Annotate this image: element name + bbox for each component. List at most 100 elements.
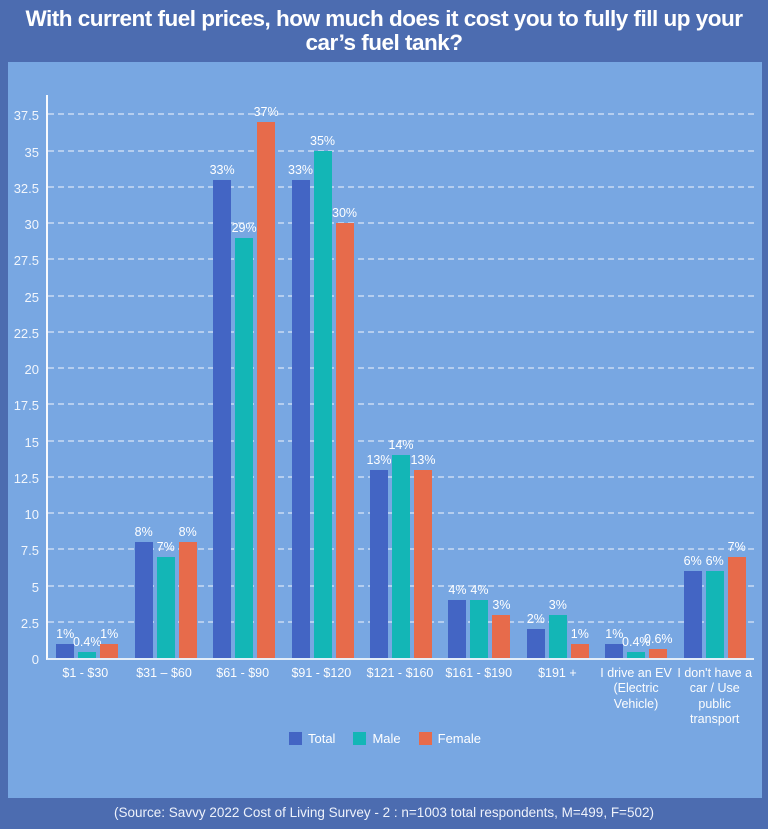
gridline [48,185,754,188]
y-tick-label: 15 [24,434,39,450]
bar-total: 13% [366,453,391,658]
legend-label: Male [372,731,401,746]
x-axis-labels: $1 - $30 $31 – $60 $61 - $90 $91 - $120 $121… [46,666,754,727]
bar-value-label: 1% [56,626,75,641]
bar-total: 6% [684,554,702,658]
bar-female: 37% [254,105,279,658]
bar-value-label: 0.4% [72,635,102,650]
y-tick-label: 22.5 [13,325,39,341]
legend: Total Male Female [8,731,762,746]
bar-male: 0.4% [622,635,651,658]
y-tick-label: 0 [31,652,39,667]
bar-value-label: 7% [727,539,746,554]
gridline [48,258,754,261]
bar-value-label: 6% [705,554,724,568]
gridline [48,330,754,333]
bar-female: 13% [410,453,435,658]
legend-item-male: Male [353,731,401,746]
bar-group: 6% 6% 7% [676,540,754,658]
bar-male: 35% [310,134,335,658]
gridline [48,294,754,297]
legend-swatch [418,732,432,745]
bar-value-label: 35% [310,133,336,148]
bar-male: 6% [706,554,724,658]
x-axis-label: $121 - $160 [366,666,434,680]
x-axis-label: $61 - $90 [216,666,270,680]
bar-value-label: 14% [388,438,414,452]
bar-total: 8% [135,525,153,658]
source-note: (Source: Savvy 2022 Cost of Living Surve… [114,805,654,820]
y-tick-label: 10 [24,507,39,522]
bar-female: 1% [571,627,589,658]
bar-total: 1% [56,627,74,658]
y-tick-label: 2.5 [20,615,39,631]
bar-total: 33% [210,163,235,658]
bar-value-label: 33% [209,162,235,177]
bar-male: 3% [549,598,567,658]
y-tick-label: 37.5 [13,108,39,124]
bar-value-label: 6% [683,554,702,568]
bar-total: 33% [288,163,313,658]
bar-value-label: 13% [366,452,392,467]
x-axis-label: $91 - $120 [291,666,352,680]
legend-label: Female [437,731,481,746]
bar-group: 1% 0.4% 0.6% [597,627,675,658]
bar-value-label: 3% [492,597,511,612]
gridline [48,439,754,442]
gridline [48,367,754,369]
y-tick-label: 25 [24,289,39,305]
bar-value-label: 13% [410,452,436,467]
bar-value-label: 8% [134,525,153,539]
bar-female: 7% [728,540,746,658]
bar-group: 4% 4% 3% [440,583,518,658]
bar-female: 30% [332,206,357,658]
bar-value-label: 1% [570,626,589,641]
y-tick-label: 20 [24,362,39,377]
bar-male: 29% [232,221,257,658]
bar-value-label: 3% [548,597,567,612]
bar-female: 3% [492,598,510,658]
x-axis-label: $191 + [538,666,577,680]
bar-female: 0.6% [644,632,673,658]
bar-value-label: 29% [231,220,257,235]
chart-title: With current fuel prices, how much does … [25,6,743,56]
bar-value-label: 33% [288,162,314,177]
y-tick-label: 5 [31,579,39,595]
y-tick-label: 12.5 [13,470,39,486]
bar-value-label: 37% [253,104,279,119]
bar-groups: 1% 0.4% 1% 8% 7% 8% 33% 29% 37% 33% 35% 30% 13% 14% 13… [48,95,754,658]
bar-value-label: 2% [526,612,545,626]
y-tick-label: 17.5 [13,398,39,414]
bar-value-label: 7% [156,539,175,554]
bar-value-label: 1% [100,626,119,641]
legend-swatch [288,732,302,745]
y-tick-label: 7.5 [20,543,39,559]
bar-female: 1% [100,627,118,658]
bar-male: 4% [470,583,488,658]
bar-value-label: 1% [605,626,624,641]
gridline [48,222,754,224]
plot-area: 1% 0.4% 1% 8% 7% 8% 33% 29% 37% 33% 35% 30% 13% 14% 13… [46,95,754,660]
bar-group: 1% 0.4% 1% [48,627,126,658]
bar-group: 33% 35% 30% [283,134,361,658]
legend-item-total: Total [288,731,335,746]
bar-male: 14% [388,438,413,658]
gridline [48,149,754,152]
bar-value-label: 30% [332,206,358,220]
x-axis-label: I don't have a car / Use public transpor… [677,666,753,726]
bar-male: 0.4% [73,635,101,658]
bar-total: 4% [448,583,466,658]
gridline [48,403,754,406]
bar-value-label: 4% [470,583,489,597]
bar-group: 8% 7% 8% [126,525,204,658]
bar-group: 13% 14% 13% [362,438,440,658]
x-axis-label: $161 - $190 [445,666,513,680]
y-tick-label: 30 [24,217,39,232]
y-tick-label: 27.5 [13,253,39,269]
bar-value-label: 8% [178,525,197,539]
x-axis-label: $1 - $30 [62,666,109,680]
bar-total: 1% [605,627,623,658]
bar-total: 2% [527,612,545,658]
bar-female: 8% [179,525,197,658]
